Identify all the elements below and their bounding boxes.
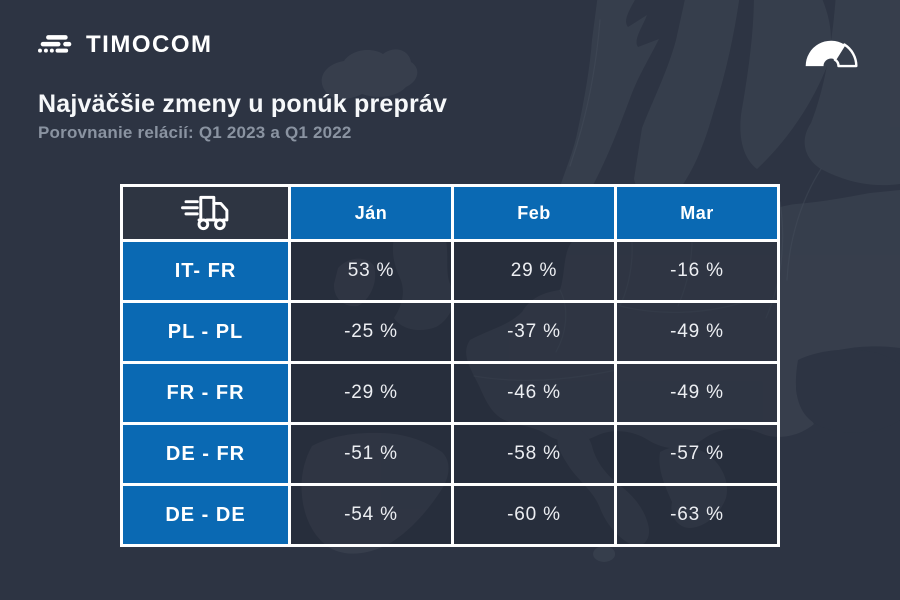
value-cell: 53 % <box>291 242 451 300</box>
value-cell: -60 % <box>454 486 614 544</box>
page-title: Najväčšie zmeny u ponúk prepráv <box>38 90 448 118</box>
timocom-logo: TIMOCOM <box>38 33 212 57</box>
value-cell: -49 % <box>617 364 777 422</box>
value-cell: -25 % <box>291 303 451 361</box>
gauge-icon <box>805 40 858 68</box>
value-cell: -57 % <box>617 425 777 483</box>
row-label-fr-fr: FR - FR <box>123 364 288 422</box>
table-corner-cell <box>123 187 288 239</box>
brand-name: TIMOCOM <box>86 31 213 58</box>
value-cell: -58 % <box>454 425 614 483</box>
column-header-feb: Feb <box>454 187 614 239</box>
value-cell: -63 % <box>617 486 777 544</box>
value-cell: 29 % <box>454 242 614 300</box>
value-cell: -46 % <box>454 364 614 422</box>
truck-icon <box>180 195 228 231</box>
timocom-logo-mark-icon <box>38 35 72 53</box>
column-header-jan: Ján <box>291 187 451 239</box>
value-cell: -29 % <box>291 364 451 422</box>
value-cell: -37 % <box>454 303 614 361</box>
row-label-it-fr: IT- FR <box>123 242 288 300</box>
value-cell: -49 % <box>617 303 777 361</box>
transport-offers-table: Ján Feb Mar IT- FR 53 % 29 % -16 % PL - … <box>120 184 780 547</box>
row-label-de-de: DE - DE <box>123 486 288 544</box>
column-header-mar: Mar <box>617 187 777 239</box>
value-cell: -16 % <box>617 242 777 300</box>
page-subtitle: Porovnanie relácií: Q1 2023 a Q1 2022 <box>38 123 352 142</box>
row-label-de-fr: DE - FR <box>123 425 288 483</box>
row-label-pl-pl: PL - PL <box>123 303 288 361</box>
value-cell: -54 % <box>291 486 451 544</box>
value-cell: -51 % <box>291 425 451 483</box>
